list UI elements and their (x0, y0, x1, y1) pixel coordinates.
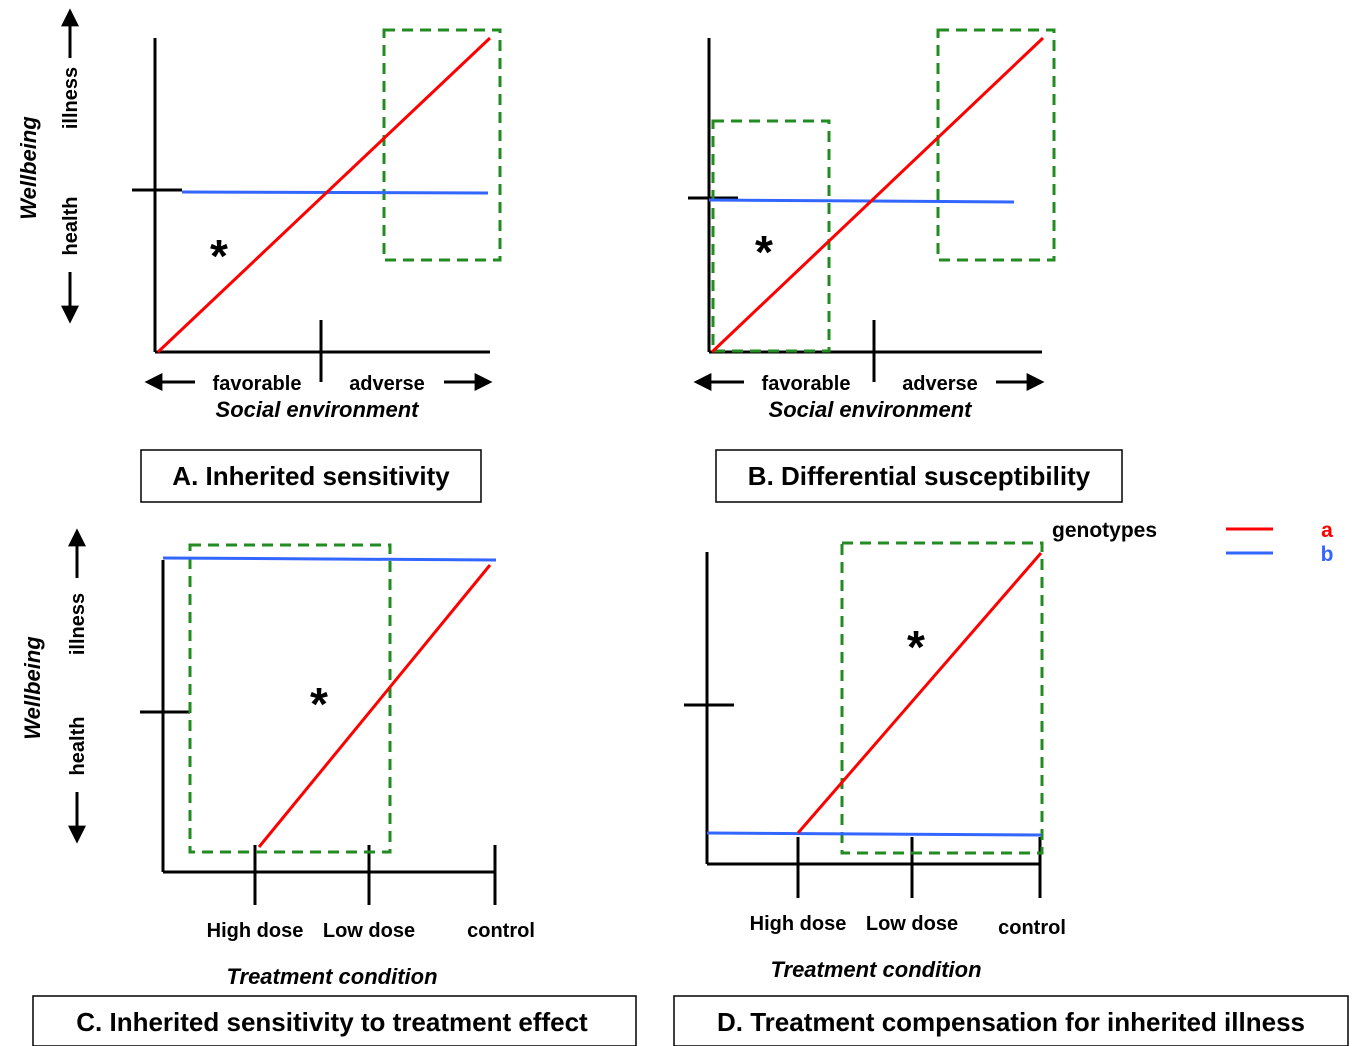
panel-d-tick-label-control: control (998, 917, 1066, 939)
legend-title: genotypes (1052, 519, 1157, 542)
panel-c-caption: C. Inherited sensitivity to treatment ef… (76, 1007, 588, 1037)
panel-d-genotype-b-line (706, 831, 1042, 837)
panel-c: Wellbeing illness health * High dose Low… (20, 528, 637, 1046)
panel-a-y-bottom-label: health (60, 197, 82, 256)
legend-label-a: a (1321, 519, 1333, 542)
panel-d-genotype-a-line (796, 552, 1043, 834)
panel-c-genotype-b-line (162, 556, 497, 562)
legend-label-b: b (1321, 543, 1334, 566)
legend: genotypes a b (1052, 519, 1333, 566)
panel-a-highlight-box (382, 28, 502, 262)
panel-c-caption-box (32, 995, 637, 1046)
panel-c-asterisk: * (310, 678, 328, 730)
panel-a-x-right-label: adverse (349, 373, 425, 395)
panel-a-asterisk: * (210, 230, 228, 282)
panel-c-tick-label-control: control (467, 920, 535, 942)
panel-a-y-top-label: illness (60, 67, 82, 129)
panel-b-xlabel: Social environment (769, 397, 974, 422)
panel-b-caption: B. Differential susceptibility (748, 461, 1091, 491)
panel-b-x-right-label: adverse (902, 373, 978, 395)
panel-d-caption: D. Treatment compensation for inherited … (717, 1007, 1305, 1037)
panel-a-caption-box (140, 449, 482, 503)
panel-b-genotype-b-line (708, 198, 1015, 204)
panel-b-asterisk: * (755, 226, 773, 278)
panel-c-y-bottom-label: health (67, 717, 89, 776)
panel-c-tick-label-low-dose: Low dose (323, 920, 415, 942)
panel-b-genotype-a-line (710, 36, 1045, 354)
panel-b-highlight-box-left (711, 119, 831, 353)
panel-d-xlabel: Treatment condition (770, 957, 981, 982)
panel-a-ylabel: Wellbeing (16, 116, 41, 220)
panel-a: Wellbeing illness health * favorable adv… (16, 8, 502, 503)
panel-d: * High dose Low dose control Treatment c… (673, 541, 1349, 1046)
panel-c-tick-label-high-dose: High dose (207, 920, 304, 942)
panel-c-xlabel: Treatment condition (226, 964, 437, 989)
panel-a-xlabel: Social environment (216, 397, 421, 422)
panel-d-asterisk: * (907, 621, 925, 673)
panel-b-highlight-box-right (936, 28, 1056, 262)
panel-b: * favorable adverse Social environment B… (688, 28, 1123, 503)
panel-d-tick-label-high-dose: High dose (750, 913, 847, 935)
panel-b-caption-box (715, 449, 1123, 503)
panel-a-x-left-label: favorable (213, 373, 302, 395)
panel-b-x-left-label: favorable (762, 373, 851, 395)
panel-c-y-top-label: illness (67, 593, 89, 655)
panel-d-highlight-box (840, 541, 1044, 855)
panel-c-genotype-a-line (257, 564, 492, 848)
panel-d-caption-box (673, 995, 1349, 1046)
panel-a-genotype-a-line (156, 36, 492, 354)
panel-d-tick-label-low-dose: Low dose (866, 913, 958, 935)
panel-a-caption: A. Inherited sensitivity (172, 461, 450, 491)
panel-c-highlight-box (188, 543, 392, 854)
panel-a-genotype-b-line (181, 190, 489, 195)
panel-c-ylabel: Wellbeing (20, 636, 45, 740)
